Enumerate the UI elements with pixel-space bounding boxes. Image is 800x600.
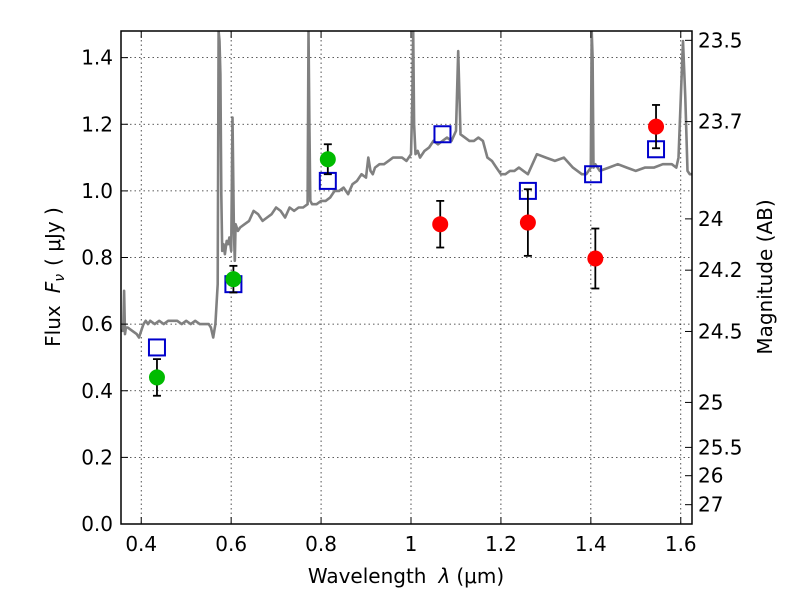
photometry-point [432, 216, 449, 233]
photometry-point [319, 151, 336, 168]
y-tick-label: 0.8 [81, 246, 113, 270]
model-flux-square [584, 165, 603, 184]
y-tick-label: 1.0 [81, 179, 113, 203]
y2-tick-label: 24 [698, 207, 723, 231]
x-tick-label: 1.4 [575, 532, 607, 556]
y-axis-title: FluxFν( μJy ) [41, 207, 68, 347]
y2-tick-label: 24.5 [698, 319, 743, 343]
photometry-point [648, 118, 665, 135]
photometry-point [225, 271, 242, 288]
x-tick-label: 1 [405, 532, 418, 556]
axis-ticks: 0.4 0.6 0.8 1 1.2 1.4 1.6 0.0 0.2 0.4 0.6 0.8 1.0 1.2… [81, 28, 742, 556]
photometry-point [148, 369, 165, 386]
x-tick-label: 1.6 [665, 532, 697, 556]
photometry-point [519, 214, 536, 231]
spectrum-line [121, 31, 692, 339]
plot-frame [120, 30, 693, 525]
y2-tick-label: 24.2 [698, 258, 743, 282]
y2-tick-label: 25.5 [698, 435, 743, 459]
y2-tick-label: 26 [698, 464, 723, 488]
y2-tick-label: 25 [698, 390, 723, 414]
y2-tick-label: 23.5 [698, 28, 743, 52]
y2-axis-title: Magnitude (AB) [753, 199, 777, 354]
y-tick-label: 0.6 [81, 312, 113, 336]
y2-tick-label: 27 [698, 493, 723, 517]
y-tick-label: 1.4 [81, 46, 113, 70]
x-tick-label: 0.6 [215, 532, 247, 556]
y2-tick-label: 23.7 [698, 110, 743, 134]
y-tick-label: 1.2 [81, 112, 113, 136]
x-tick-label: 1.2 [485, 532, 517, 556]
x-tick-label: 0.8 [305, 532, 337, 556]
model-flux-square [147, 338, 166, 357]
x-axis-title: Wavelength λ (μm) [308, 564, 504, 588]
plot-area [121, 31, 692, 397]
y-tick-label: 0.4 [81, 379, 113, 403]
y-tick-label: 0.2 [81, 445, 113, 469]
x-tick-label: 0.4 [125, 532, 157, 556]
model-flux-square [433, 125, 452, 144]
photometry-point [587, 250, 604, 267]
y-tick-label: 0.0 [81, 512, 113, 536]
